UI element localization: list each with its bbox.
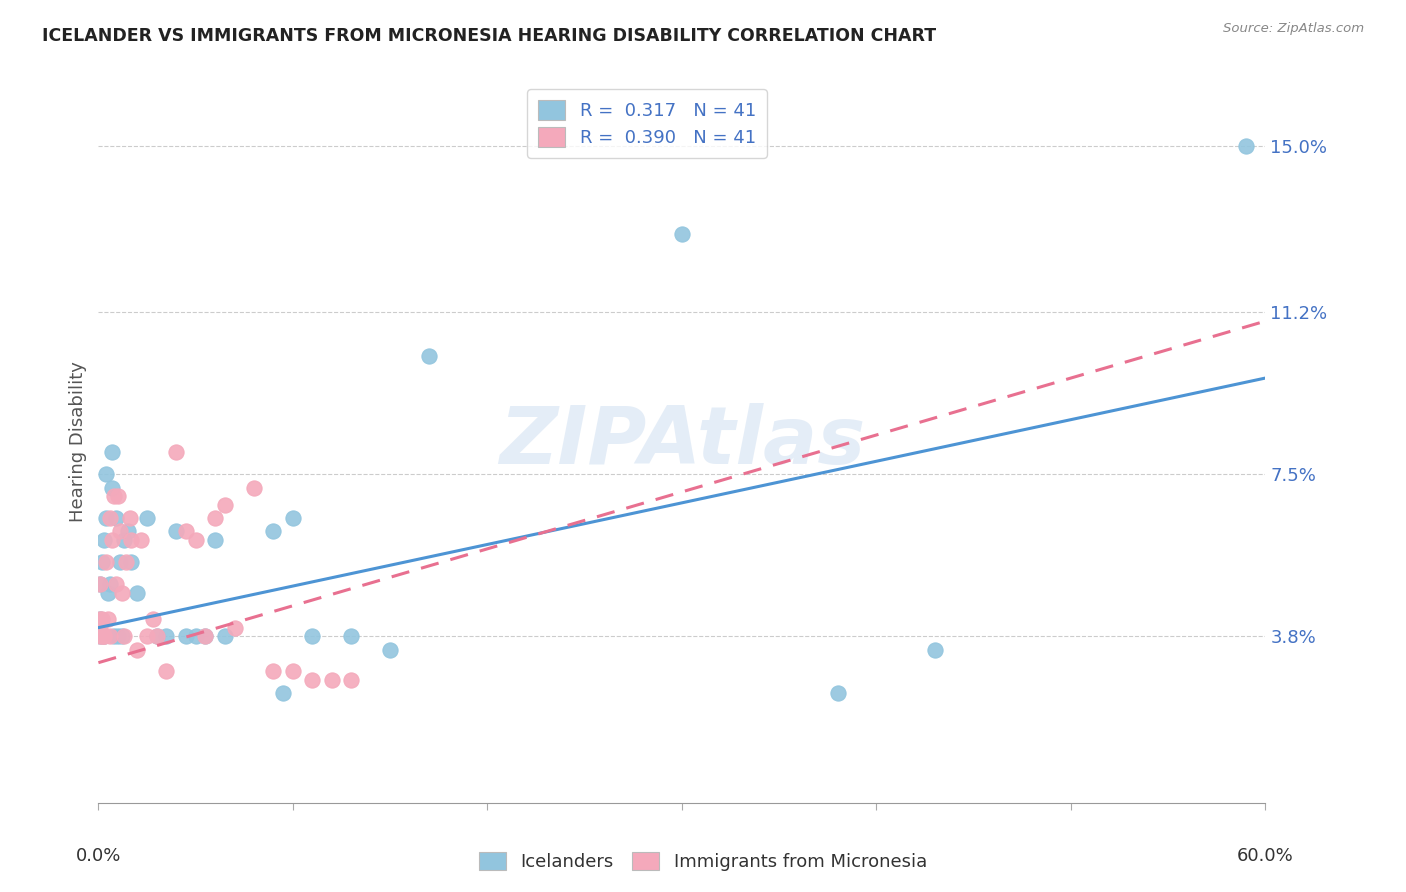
Legend: R =  0.317   N = 41, R =  0.390   N = 41: R = 0.317 N = 41, R = 0.390 N = 41 bbox=[527, 89, 766, 158]
Point bbox=[98, 577, 121, 591]
Point bbox=[118, 511, 141, 525]
Point bbox=[96, 467, 118, 482]
Point bbox=[418, 349, 440, 363]
Point bbox=[155, 629, 177, 643]
Point bbox=[174, 629, 197, 643]
Point bbox=[321, 673, 343, 688]
Text: 60.0%: 60.0% bbox=[1237, 847, 1294, 864]
Point bbox=[127, 642, 149, 657]
Point bbox=[224, 621, 246, 635]
Point bbox=[340, 673, 363, 688]
Point bbox=[129, 533, 152, 547]
Point bbox=[89, 629, 111, 643]
Point bbox=[101, 533, 124, 547]
Point bbox=[243, 481, 266, 495]
Point bbox=[142, 612, 165, 626]
Point bbox=[108, 524, 131, 539]
Point bbox=[107, 489, 129, 503]
Point bbox=[146, 629, 169, 643]
Point bbox=[114, 555, 136, 569]
Point bbox=[103, 489, 125, 503]
Point bbox=[165, 524, 187, 539]
Point bbox=[121, 533, 143, 547]
Point bbox=[262, 665, 284, 679]
Point bbox=[101, 445, 124, 459]
Point bbox=[671, 227, 693, 241]
Point bbox=[146, 629, 169, 643]
Point bbox=[281, 511, 304, 525]
Point bbox=[117, 524, 139, 539]
Point bbox=[93, 629, 115, 643]
Point bbox=[112, 533, 135, 547]
Point bbox=[1234, 139, 1257, 153]
Point bbox=[93, 629, 115, 643]
Point bbox=[108, 555, 131, 569]
Point bbox=[136, 511, 159, 525]
Point bbox=[98, 511, 121, 525]
Point bbox=[184, 629, 207, 643]
Point bbox=[89, 612, 111, 626]
Text: ICELANDER VS IMMIGRANTS FROM MICRONESIA HEARING DISABILITY CORRELATION CHART: ICELANDER VS IMMIGRANTS FROM MICRONESIA … bbox=[42, 27, 936, 45]
Point bbox=[111, 585, 134, 599]
Text: 0.0%: 0.0% bbox=[76, 847, 121, 864]
Point bbox=[184, 533, 207, 547]
Point bbox=[91, 612, 114, 626]
Point bbox=[97, 585, 120, 599]
Point bbox=[104, 511, 127, 525]
Point bbox=[340, 629, 363, 643]
Point bbox=[204, 533, 226, 547]
Point bbox=[204, 511, 226, 525]
Point bbox=[97, 612, 120, 626]
Point bbox=[174, 524, 197, 539]
Point bbox=[89, 629, 111, 643]
Point bbox=[91, 629, 114, 643]
Point bbox=[214, 629, 236, 643]
Point bbox=[262, 524, 284, 539]
Point bbox=[98, 629, 121, 643]
Point bbox=[111, 629, 134, 643]
Point bbox=[121, 555, 143, 569]
Point bbox=[89, 577, 111, 591]
Point bbox=[103, 629, 125, 643]
Point bbox=[194, 629, 217, 643]
Point bbox=[271, 686, 294, 700]
Point bbox=[93, 629, 115, 643]
Point bbox=[301, 629, 323, 643]
Point bbox=[89, 621, 111, 635]
Point bbox=[165, 445, 187, 459]
Point bbox=[214, 498, 236, 512]
Text: ZIPAtlas: ZIPAtlas bbox=[499, 402, 865, 481]
Point bbox=[89, 612, 111, 626]
Point bbox=[301, 673, 323, 688]
Point bbox=[194, 629, 217, 643]
Point bbox=[281, 665, 304, 679]
Point bbox=[104, 577, 127, 591]
Point bbox=[101, 481, 124, 495]
Point bbox=[96, 511, 118, 525]
Point bbox=[96, 555, 118, 569]
Point bbox=[93, 533, 115, 547]
Y-axis label: Hearing Disability: Hearing Disability bbox=[69, 361, 87, 522]
Point bbox=[155, 665, 177, 679]
Point bbox=[107, 629, 129, 643]
Legend: Icelanders, Immigrants from Micronesia: Icelanders, Immigrants from Micronesia bbox=[472, 845, 934, 879]
Point bbox=[924, 642, 946, 657]
Text: Source: ZipAtlas.com: Source: ZipAtlas.com bbox=[1223, 22, 1364, 36]
Point bbox=[136, 629, 159, 643]
Point bbox=[127, 585, 149, 599]
Point bbox=[112, 629, 135, 643]
Point bbox=[827, 686, 849, 700]
Point bbox=[89, 577, 111, 591]
Point bbox=[380, 642, 402, 657]
Point bbox=[91, 555, 114, 569]
